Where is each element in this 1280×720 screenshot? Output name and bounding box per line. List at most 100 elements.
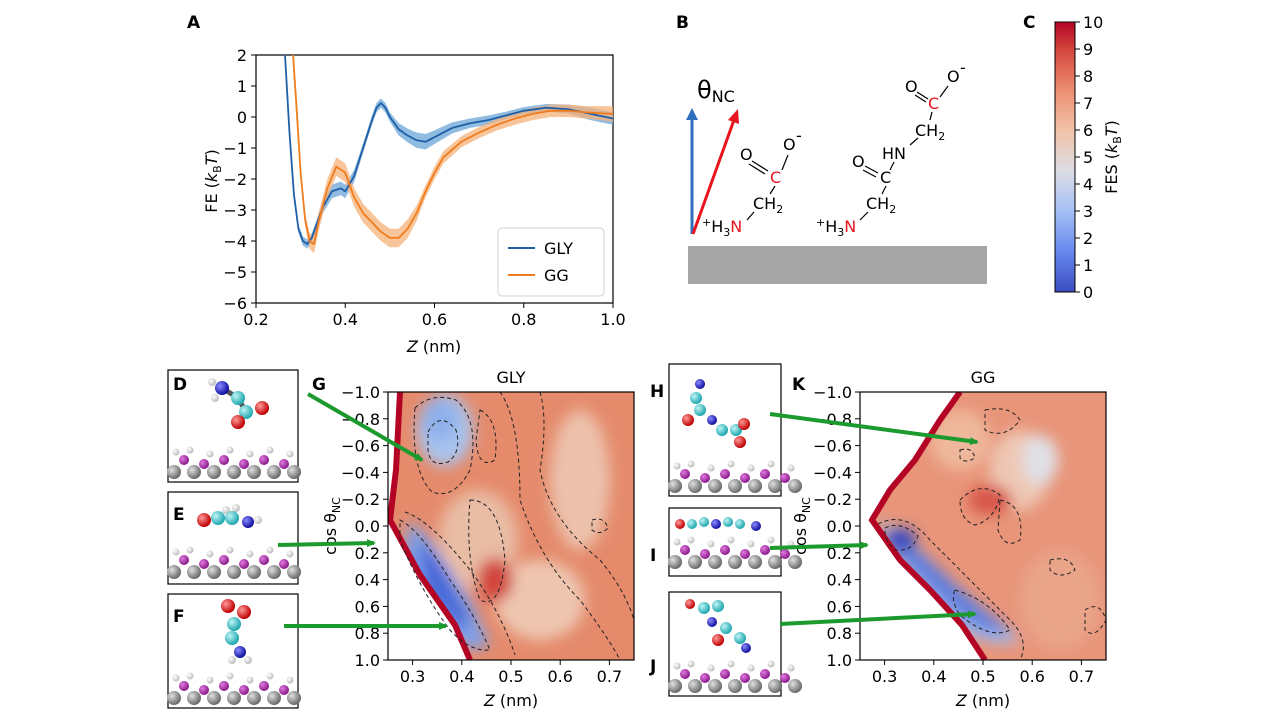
gg-molecule-j	[685, 599, 751, 653]
panel-label-a: A	[187, 13, 201, 33]
colorbar-tick-label: 2	[1083, 229, 1093, 248]
x-tick-label: 0.2	[243, 310, 268, 329]
svg-text:O: O	[740, 145, 753, 164]
colorbar-tick-label: 1	[1083, 256, 1093, 275]
x-tick-label: 0.5	[970, 667, 995, 686]
y-tick-label: 0.2	[827, 544, 852, 563]
svg-text:O: O	[947, 67, 960, 86]
panel-c-colorbar: C 0 1 2 3 4 5 6 7 8 9 10 FES (kBT)	[1023, 13, 1124, 302]
colorbar-ticks: 0 1 2 3 4 5 6 7 8 9 10	[1075, 13, 1103, 302]
heatmap-g-ticks: 0.3 0.4 0.5 0.6 0.7 −1.0 −0.8 −0.6 −0.4 −0.2 0.0 0.…	[341, 383, 622, 686]
y-tick-label: 0.6	[827, 597, 852, 616]
y-tick-label: −4	[223, 232, 247, 251]
svg-text:C: C	[770, 168, 781, 187]
colorbar-tick-label: 9	[1083, 40, 1093, 59]
arrow-d-to-g	[306, 392, 424, 462]
arrow-e-to-g	[277, 539, 376, 548]
x-tick-label: 0.4	[333, 310, 358, 329]
y-tick-label: 0	[237, 108, 247, 127]
colorbar-tick-label: 4	[1083, 175, 1093, 194]
x-tick-label: 0.3	[400, 667, 425, 686]
arrow-h-to-k	[769, 412, 979, 446]
gly-molecule-e	[197, 504, 262, 528]
y-tick-label: 1.0	[355, 651, 380, 670]
y-tick-label: 1.0	[827, 651, 852, 670]
series-band-gg	[293, 55, 613, 254]
svg-text:O: O	[852, 152, 865, 171]
x-tick-label: 1.0	[600, 310, 625, 329]
y-tick-label: −5	[223, 263, 247, 282]
x-tick-label: 0.5	[498, 667, 523, 686]
panel-k: K GG	[791, 368, 1107, 710]
series-line-gly	[284, 55, 613, 246]
svg-text:CH2: CH2	[866, 194, 896, 216]
snapshot-e: E	[167, 491, 301, 585]
colorbar-tick-label: 7	[1083, 94, 1093, 113]
green-arrows	[277, 392, 979, 630]
colorbar-tick-label: 10	[1083, 13, 1103, 32]
x-tick-label: 0.7	[597, 667, 622, 686]
y-tick-label: 0.4	[827, 571, 852, 590]
svg-text:C: C	[880, 168, 891, 187]
surface-slab	[688, 246, 987, 284]
x-tick-label: 0.4	[921, 667, 946, 686]
snapshot-d: D	[167, 369, 301, 483]
y-tick-label: −0.6	[813, 437, 852, 456]
panel-a: A 0.2 0.4 0.6 0.8 1.0 2 1 0 −1 −2 −3 −4 −5 −6 FE (kBT…	[187, 13, 626, 356]
y-tick-label: −0.4	[813, 463, 852, 482]
panel-label-h: H	[650, 382, 664, 402]
heatmap-k-xlabel: Z (nm)	[955, 691, 1010, 710]
panel-b: B θNC O O - C CH2 +H3N O O - C CH2 HN	[676, 13, 987, 284]
svg-text:-: -	[960, 58, 966, 77]
panel-label-d: D	[173, 375, 187, 395]
plot-a-legend: GLY GG	[497, 227, 605, 297]
arrow-j-to-k	[779, 610, 977, 626]
snapshot-h: H	[650, 363, 802, 497]
x-tick-label: 0.8	[511, 310, 536, 329]
svg-text:+H3N: +H3N	[816, 216, 856, 239]
colorbar-tick-label: 3	[1083, 202, 1093, 221]
y-tick-label: −0.2	[813, 490, 852, 509]
x-tick-label: 0.4	[449, 667, 474, 686]
panel-label-b: B	[676, 13, 689, 33]
plot-a-ticks: 0.2 0.4 0.6 0.8 1.0 2 1 0 −1 −2 −3 −4 −5 −6	[223, 46, 625, 329]
svg-text:CH2: CH2	[753, 194, 783, 216]
heatmap-k-title: GG	[971, 368, 996, 387]
plot-a-ylabel: FE (kBT)	[202, 149, 224, 212]
y-tick-label: −1.0	[813, 383, 852, 402]
y-tick-label: 1	[237, 77, 247, 96]
plot-a-xlabel: Z (nm)	[406, 337, 461, 356]
y-tick-label: 0.6	[355, 597, 380, 616]
colorbar-gradient	[1054, 21, 1076, 293]
y-tick-label: −1	[223, 139, 247, 158]
gg-molecule-h	[682, 379, 750, 448]
colorbar-tick-label: 0	[1083, 283, 1093, 302]
arrow-i-to-k	[769, 541, 869, 550]
y-tick-label: −1.0	[341, 383, 380, 402]
y-tick-label: 0.4	[355, 571, 380, 590]
x-tick-label: 0.7	[1069, 667, 1094, 686]
y-tick-label: 0.2	[355, 544, 380, 563]
heatmap-g-field	[388, 392, 634, 660]
colorbar-tick-label: 8	[1083, 67, 1093, 86]
legend-gg-label: GG	[544, 266, 569, 285]
panel-label-g: G	[312, 375, 326, 395]
svg-text:O: O	[783, 135, 796, 154]
gg-structure: O O - C CH2 HN O C CH2 +H3N	[816, 58, 966, 239]
y-tick-label: 2	[237, 46, 247, 65]
svg-text:CH2: CH2	[915, 121, 945, 143]
x-tick-label: 0.6	[1019, 667, 1044, 686]
y-tick-label: −6	[223, 294, 247, 313]
heatmap-k-ticks: 0.3 0.4 0.5 0.6 0.7−1.0−0.8−0.6−0.4−0.20.00.…	[813, 383, 1094, 686]
svg-text:-: -	[796, 126, 802, 145]
nc-vector-head	[728, 109, 739, 124]
panel-label-k: K	[792, 375, 806, 395]
y-tick-label: −2	[223, 170, 247, 189]
snapshot-f: F	[167, 593, 301, 709]
theta-label: θNC	[697, 76, 735, 106]
gg-molecule-i	[675, 517, 761, 531]
colorbar-tick-label: 5	[1083, 148, 1093, 167]
svg-text:O: O	[905, 77, 918, 96]
y-tick-label: −0.4	[341, 463, 380, 482]
